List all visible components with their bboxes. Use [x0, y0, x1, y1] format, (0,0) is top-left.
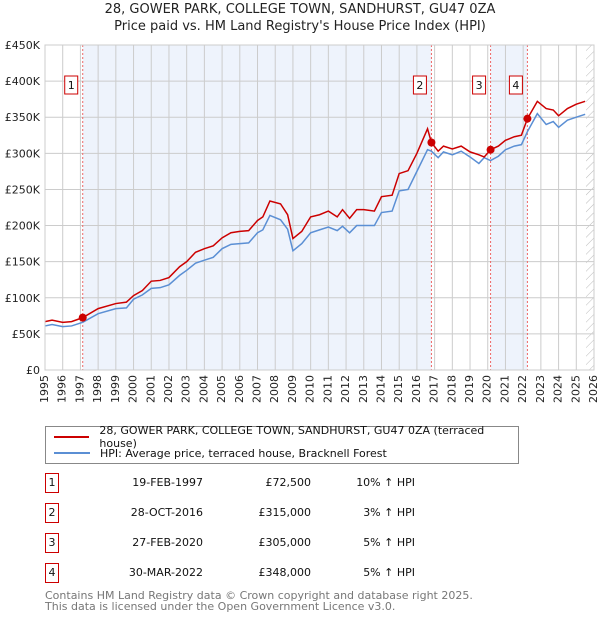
transaction-number: 2	[45, 503, 59, 523]
chart-subtitle: Price paid vs. HM Land Registry's House …	[114, 19, 486, 34]
transaction-price: £348,000	[258, 566, 312, 579]
shaded-ownership-period	[490, 45, 528, 370]
y-tick-label: £150K	[5, 256, 41, 269]
hpi-line	[44, 112, 586, 328]
transaction-number: 3	[45, 533, 59, 553]
y-tick-label: £100K	[5, 292, 41, 305]
x-tick-label: 1995	[38, 375, 51, 403]
transaction-hpi-diff: 5% ↑ HPI	[363, 566, 415, 579]
legend: 28, GOWER PARK, COLLEGE TOWN, SANDHURST,…	[45, 424, 519, 464]
x-tick-label: 2004	[197, 375, 210, 403]
x-tick-label: 2005	[215, 375, 228, 403]
y-tick-label: £400K	[5, 75, 41, 88]
price-chart: 1995 1996 1997 1998 1999 2000 2001 2002 2003 2004…	[5, 39, 600, 403]
transaction-hpi-diff: 10% ↑ HPI	[356, 476, 415, 489]
legend-item-property: 28, GOWER PARK, COLLEGE TOWN, SANDHURST,…	[54, 424, 518, 450]
x-tick-label: 1997	[73, 375, 86, 403]
transaction-price: £305,000	[258, 536, 312, 549]
sale-marker	[523, 114, 532, 123]
sale-label-box: 4	[508, 75, 523, 95]
legend-label-property: 28, GOWER PARK, COLLEGE TOWN, SANDHURST,…	[99, 424, 485, 450]
legend-swatch-property	[54, 436, 90, 438]
sale-label-border	[412, 75, 427, 95]
transaction-date: 28-OCT-2016	[130, 506, 203, 519]
transaction-row: 1 19-FEB-1997 £72,500 10% ↑ HPI	[45, 473, 465, 493]
transaction-date: 27-FEB-2020	[132, 536, 203, 549]
sale-marker	[78, 313, 87, 322]
property-price-line	[44, 100, 586, 324]
x-tick-label: 2007	[251, 375, 264, 403]
footer-licence: This data is licensed under the Open Gov…	[45, 600, 396, 613]
transaction-number: 4	[45, 563, 59, 583]
y-tick-label: £50K	[12, 328, 41, 341]
x-tick-label: 2006	[233, 375, 246, 403]
footer-copyright: Contains HM Land Registry data © Crown c…	[45, 589, 473, 602]
sale-label-border	[64, 75, 79, 95]
x-tick-label: 2014	[374, 375, 387, 403]
x-tick-label: 2012	[339, 375, 352, 403]
legend-label-hpi: HPI: Average price, terraced house, Brac…	[100, 446, 387, 460]
sale-label-box: 2	[412, 75, 427, 95]
transaction-hpi-diff: 3% ↑ HPI	[363, 506, 415, 519]
x-tick-label: 2025	[569, 375, 582, 403]
transaction-hpi-diff: 5% ↑ HPI	[363, 536, 415, 549]
sale-label-number: 2	[416, 79, 423, 92]
sale-label-border	[508, 75, 523, 95]
x-tick-label: 2008	[268, 375, 281, 403]
x-tick-label: 2013	[357, 375, 370, 403]
sale-marker	[427, 138, 436, 147]
x-tick-label: 2018	[445, 375, 458, 403]
x-tick-label: 2001	[144, 375, 157, 403]
x-tick-label: 2015	[392, 375, 405, 403]
x-tick-label: 1999	[109, 375, 122, 403]
forecast-hatch-region	[586, 45, 594, 370]
transaction-row: 3 27-FEB-2020 £305,000 5% ↑ HPI	[45, 533, 465, 553]
y-tick-label: £450K	[5, 39, 41, 52]
sale-label-box: 3	[472, 75, 487, 95]
x-tick-label: 2024	[552, 375, 565, 403]
x-tick-label: 2010	[304, 375, 317, 403]
sale-label-number: 4	[512, 79, 519, 92]
sale-label-number: 1	[68, 79, 75, 92]
sale-label-number: 3	[476, 79, 483, 92]
transaction-date: 30-MAR-2022	[128, 566, 203, 579]
x-tick-label: 2000	[127, 375, 140, 403]
x-tick-label: 2021	[498, 375, 511, 403]
transaction-price: £315,000	[258, 506, 312, 519]
x-tick-label: 2016	[410, 375, 423, 403]
legend-item-hpi: HPI: Average price, terraced house, Brac…	[54, 445, 387, 461]
x-tick-label: 2009	[286, 375, 299, 403]
transaction-row: 4 30-MAR-2022 £348,000 5% ↑ HPI	[45, 563, 465, 583]
x-tick-label: 2026	[587, 375, 600, 403]
x-tick-label: 2019	[463, 375, 476, 403]
x-tick-label: 2003	[180, 375, 193, 403]
y-tick-label: £250K	[5, 183, 41, 196]
chart-title: 28, GOWER PARK, COLLEGE TOWN, SANDHURST,…	[104, 2, 496, 17]
x-tick-label: 1998	[91, 375, 104, 403]
x-tick-label: 2023	[534, 375, 547, 403]
transaction-price: £72,500	[265, 476, 312, 489]
transaction-row: 2 28-OCT-2016 £315,000 3% ↑ HPI	[45, 503, 465, 523]
transaction-date: 19-FEB-1997	[132, 476, 203, 489]
x-tick-label: 2020	[481, 375, 494, 403]
x-tick-label: 2011	[321, 375, 334, 403]
x-tick-label: 2017	[428, 375, 441, 403]
y-tick-label: £0	[26, 364, 40, 377]
y-tick-label: £200K	[5, 220, 41, 233]
x-tick-label: 2022	[516, 375, 529, 403]
y-tick-label: £350K	[5, 111, 41, 124]
x-tick-label: 2002	[162, 375, 175, 403]
transaction-number: 1	[45, 473, 59, 493]
sale-marker	[486, 145, 495, 154]
x-tick-label: 1996	[56, 375, 69, 403]
legend-swatch-hpi	[54, 452, 90, 454]
plot-border	[44, 44, 595, 371]
y-tick-label: £300K	[5, 147, 41, 160]
sale-label-border	[472, 75, 487, 95]
sale-label-box: 1	[64, 75, 79, 95]
